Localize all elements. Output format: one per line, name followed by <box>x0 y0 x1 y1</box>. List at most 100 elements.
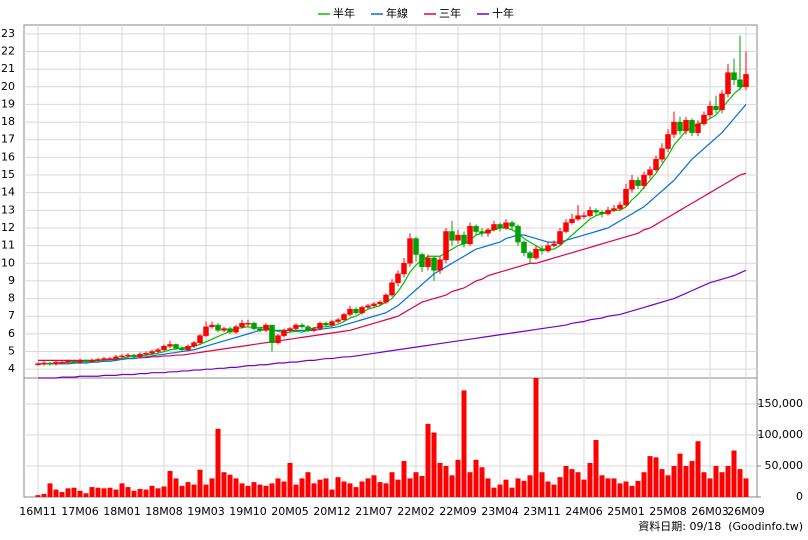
volume-bar <box>185 482 191 497</box>
volume-bar <box>635 480 641 497</box>
volume-bar <box>257 484 263 497</box>
candle-body <box>137 353 143 358</box>
volume-bar <box>575 472 581 497</box>
volume-bar <box>407 478 413 497</box>
volume-bar <box>203 484 209 497</box>
candle-body <box>59 361 65 364</box>
candle-body <box>665 134 671 149</box>
candle-body <box>563 222 569 232</box>
volume-bar <box>725 466 731 497</box>
candle-body <box>461 234 467 245</box>
volume-bar <box>443 466 449 497</box>
y-tick-label: 21 <box>1 62 15 75</box>
candle-body <box>173 344 179 349</box>
y-tick-label: 17 <box>1 133 15 146</box>
candle-body <box>689 120 695 133</box>
volume-bar <box>119 483 125 497</box>
volume-bar <box>359 481 365 497</box>
candle-body <box>83 360 89 362</box>
candle-body <box>617 204 623 209</box>
candle-body <box>239 323 245 328</box>
candle-body <box>635 180 641 186</box>
y-tick-label: 23 <box>1 27 15 40</box>
volume-bar <box>641 472 647 497</box>
volume-bar <box>305 472 311 497</box>
volume-bar <box>113 489 119 497</box>
x-tick-label: 16M11 <box>19 505 57 518</box>
volume-bar <box>491 487 497 497</box>
candle-body <box>701 114 707 125</box>
volume-bar <box>239 483 245 497</box>
candle-body <box>743 74 749 88</box>
candle-body <box>233 326 239 333</box>
volume-bar <box>683 466 689 497</box>
volume-bar <box>281 481 287 497</box>
candle-body <box>329 321 335 326</box>
candle-body <box>581 215 587 217</box>
y-tick-label: 22 <box>1 44 15 57</box>
volume-bar <box>269 483 275 497</box>
candle-body <box>377 301 383 305</box>
y2-tick-label: 100,000 <box>758 428 804 441</box>
volume-bar <box>107 487 113 497</box>
volume-bar <box>521 480 527 497</box>
candle-body <box>47 362 53 365</box>
volume-bar <box>83 493 89 497</box>
candle-body <box>107 358 113 360</box>
candle-body <box>77 360 83 363</box>
candle-body <box>431 257 437 271</box>
y-tick-label: 16 <box>1 150 15 163</box>
volume-bar <box>389 472 395 497</box>
candle-body <box>425 257 431 268</box>
x-tick-label: 18M08 <box>145 505 183 518</box>
candle-body <box>299 324 305 328</box>
volume-bar <box>251 482 257 497</box>
candle-body <box>383 294 389 303</box>
volume-bar <box>377 482 383 497</box>
candle-body <box>467 225 473 245</box>
volume-bar <box>731 450 737 497</box>
candle-body <box>497 224 503 229</box>
volume-bar <box>293 484 299 497</box>
candle-body <box>407 238 413 264</box>
volume-bar <box>569 469 575 497</box>
volume-bar <box>245 485 251 497</box>
candle-body <box>101 358 107 360</box>
candle-body <box>311 328 317 331</box>
x-tick-label: 22M09 <box>439 505 477 518</box>
x-tick-label: 20M05 <box>271 505 309 518</box>
y2-tick-label: 150,000 <box>758 397 804 410</box>
volume-bar <box>599 475 605 497</box>
volume-bar <box>209 478 215 497</box>
volume-bar <box>623 481 629 497</box>
x-tick-label: 20M12 <box>313 505 351 518</box>
candle-body <box>515 225 521 243</box>
y-tick-label: 9 <box>8 274 15 287</box>
candle-body <box>683 120 689 132</box>
volume-bar <box>431 432 437 497</box>
volume-bar <box>467 472 473 497</box>
volume-bar <box>617 483 623 497</box>
y-tick-label: 20 <box>1 80 15 93</box>
volume-bar <box>335 477 341 497</box>
ma-line <box>38 172 747 361</box>
candle-body <box>587 210 593 216</box>
volume-bar <box>665 475 671 497</box>
candle-body <box>647 169 653 176</box>
candle-body <box>593 210 599 213</box>
volume-bar <box>143 489 149 497</box>
candle-body <box>557 231 563 245</box>
volume-bar <box>449 475 455 497</box>
candle-body <box>143 353 149 355</box>
candle-body <box>257 328 263 331</box>
candle-body <box>479 231 485 234</box>
candle-body <box>623 188 629 206</box>
candle-body <box>521 241 527 253</box>
volume-bar <box>557 477 563 497</box>
volume-bar <box>179 485 185 497</box>
candle-body <box>641 174 647 186</box>
candle-body <box>269 324 275 343</box>
candle-body <box>503 222 509 229</box>
x-tick-label: 17M06 <box>61 505 99 518</box>
